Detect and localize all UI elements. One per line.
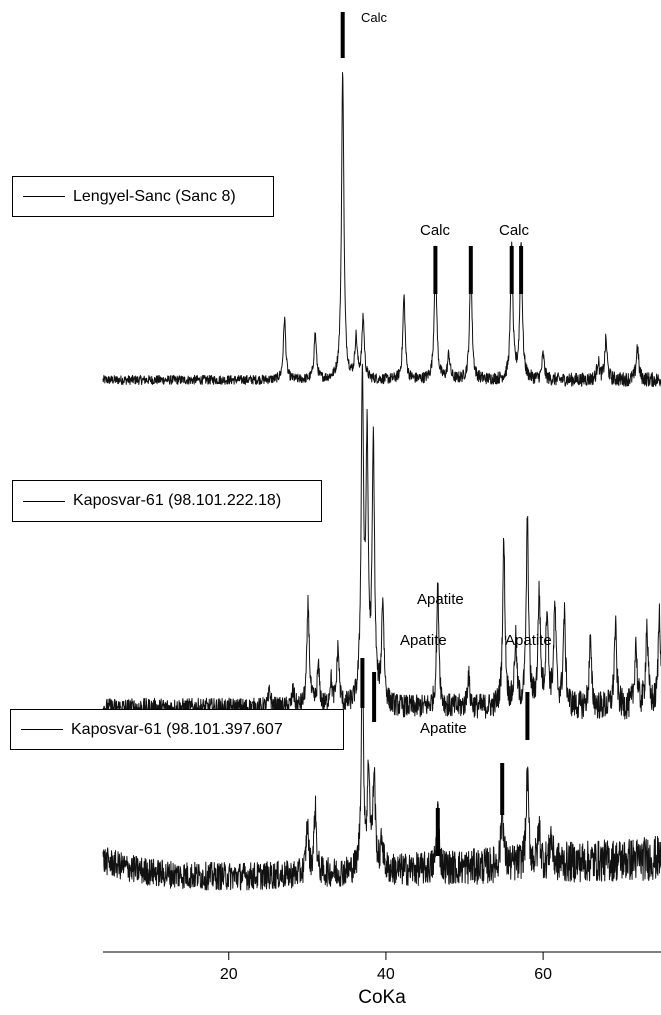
legend-kaposvar-397: Kaposvar-61 (98.101.397.607 bbox=[10, 709, 344, 750]
annotation-label-3: Calc bbox=[499, 222, 530, 239]
legend-swatch-kaposvar-222 bbox=[23, 500, 65, 502]
annotation-marker-0-0 bbox=[340, 12, 345, 58]
annotation-label-7: Apatite bbox=[420, 720, 467, 737]
legend-label-sanc8: Lengyel-Sanc (Sanc 8) bbox=[73, 187, 236, 205]
legend-label-kaposvar-222: Kaposvar-61 (98.101.222.18) bbox=[73, 492, 282, 509]
legend-swatch-kaposvar-397 bbox=[21, 729, 63, 730]
annotation-label-5: Apatite bbox=[400, 632, 447, 649]
annotation-marker-8-0 bbox=[500, 763, 505, 815]
annotation-label-6: Apatite bbox=[505, 632, 552, 649]
annotation-label-1: Calc bbox=[420, 222, 451, 239]
annotation-marker-2-0 bbox=[468, 246, 473, 294]
legend-kaposvar-222: Kaposvar-61 (98.101.222.18) bbox=[12, 480, 322, 522]
legend-sanc8: Lengyel-Sanc (Sanc 8) bbox=[12, 176, 274, 217]
x-tick-label-0: 20 bbox=[220, 966, 238, 983]
xrd-pattern-0 bbox=[102, 72, 661, 388]
annotation-marker-3-1 bbox=[519, 246, 524, 294]
annotation-marker-3-0 bbox=[509, 246, 514, 294]
x-tick-label-2: 60 bbox=[534, 966, 552, 983]
annotation-marker-7-0 bbox=[435, 808, 440, 856]
annotation-label-4: Apatite bbox=[417, 591, 464, 608]
x-axis-label: CoKa bbox=[358, 987, 406, 1008]
legend-label-kaposvar-397: Kaposvar-61 (98.101.397.607 bbox=[71, 720, 283, 738]
legend-swatch-sanc8 bbox=[23, 196, 65, 197]
annotation-marker-6-0 bbox=[525, 692, 530, 740]
x-tick-label-1: 40 bbox=[377, 966, 395, 983]
xrd-pattern-1 bbox=[102, 363, 661, 720]
annotation-label-0: Calc bbox=[361, 10, 388, 25]
annotation-marker-5-0 bbox=[360, 658, 365, 708]
annotation-marker-1-0 bbox=[433, 246, 438, 294]
xrd-pattern-2 bbox=[102, 664, 661, 891]
annotation-marker-5-1 bbox=[372, 672, 377, 722]
